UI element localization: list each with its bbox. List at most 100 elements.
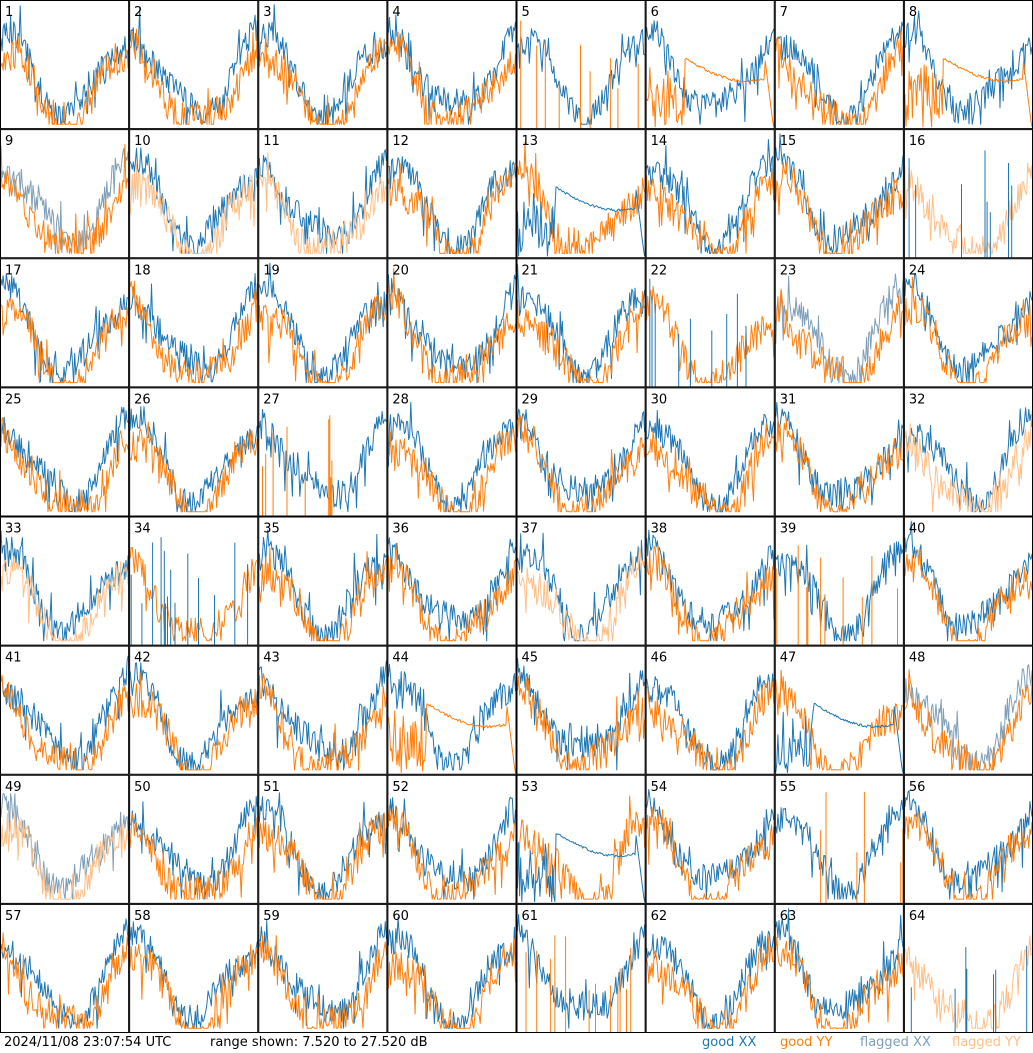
panel-47: 47	[774, 645, 904, 775]
panel-32-xx-line	[904, 407, 1033, 513]
panel-37-traces	[517, 532, 646, 642]
panel-45-label: 45	[522, 651, 539, 666]
panel-22-yy-line	[646, 285, 775, 384]
panel-41-traces	[0, 655, 129, 771]
panel-36-yy-line	[387, 543, 516, 642]
panel-52: 52	[387, 774, 517, 904]
panel-1-border	[0, 0, 130, 130]
panel-55: 55	[774, 774, 904, 904]
panel-40-xx-line	[904, 520, 1033, 642]
panel-33-xx-line	[0, 530, 129, 642]
panel-50-xx-line	[129, 796, 258, 900]
panel-50-border	[129, 774, 259, 904]
panel-31-yy-line	[775, 417, 904, 513]
panel-13-xx-line	[517, 186, 646, 257]
panel-33-label: 33	[5, 522, 22, 537]
panel-4-label: 4	[392, 5, 400, 20]
panel-21: 21	[516, 258, 646, 388]
panel-35-yy-line	[258, 547, 387, 642]
panel-3-yy-line	[258, 32, 387, 125]
panel-64-yy-line	[904, 935, 1033, 1029]
panel-12-traces	[387, 156, 516, 254]
panel-31-traces	[775, 402, 904, 513]
panel-56-label: 56	[909, 780, 926, 795]
panel-42: 42	[129, 645, 259, 775]
panel-32-yy-line	[904, 411, 1033, 513]
panel-18-border	[129, 258, 259, 388]
panel-62-label: 62	[651, 909, 668, 924]
panel-53: 53	[516, 774, 646, 904]
panel-4-yy-line	[387, 31, 516, 125]
panel-35-traces	[258, 529, 387, 642]
panel-28-traces	[387, 401, 516, 513]
panel-63-xx-line	[775, 908, 904, 1029]
panel-18: 18	[129, 258, 259, 388]
panel-19-border	[258, 258, 388, 388]
panel-37-xx-line	[517, 532, 646, 642]
panel-38-label: 38	[651, 522, 668, 537]
panel-55-border	[774, 774, 904, 904]
panel-2-traces	[129, 7, 258, 125]
panel-35: 35	[258, 516, 388, 646]
panel-9: 9	[0, 129, 130, 259]
panel-58-yy-line	[129, 943, 258, 1029]
panel-37-border	[516, 516, 646, 646]
panel-23-traces	[775, 273, 904, 384]
panel-59-yy-line	[258, 934, 387, 1029]
panel-53-border	[516, 774, 646, 904]
panel-57-border	[0, 903, 130, 1033]
panel-41-yy-line	[0, 674, 129, 771]
panel-58-traces	[129, 921, 258, 1029]
panel-16-traces	[904, 150, 1033, 258]
panel-20: 20	[387, 258, 517, 388]
panel-24-xx-line	[904, 272, 1033, 384]
panel-45: 45	[516, 645, 646, 775]
panel-30-xx-line	[646, 410, 775, 513]
panel-49-label: 49	[5, 780, 22, 795]
panel-48-traces	[904, 664, 1033, 771]
panel-48-label: 48	[909, 651, 926, 666]
panel-15: 15	[774, 129, 904, 259]
panel-14-traces	[646, 139, 775, 254]
panel-17-traces	[0, 273, 129, 384]
panel-6-border	[645, 0, 775, 130]
panel-33: 33	[0, 516, 130, 646]
panel-60-traces	[387, 916, 516, 1029]
panel-61-border	[516, 903, 646, 1033]
panel-40: 40	[903, 516, 1033, 646]
panel-8-xx-line	[904, 10, 1033, 125]
panel-32-traces	[904, 407, 1033, 513]
panel-19-label: 19	[263, 263, 280, 278]
panel-39-traces	[775, 541, 904, 645]
panel-64-xx-spikes	[910, 945, 1028, 1032]
panel-45-yy-line	[517, 675, 646, 771]
panel-59-xx-line	[258, 920, 387, 1029]
panel-12-yy-line	[387, 163, 516, 254]
panel-20-xx-line	[387, 274, 516, 384]
panel-58: 58	[129, 903, 259, 1033]
panel-59-border	[258, 903, 388, 1033]
panel-7: 7	[774, 0, 904, 130]
panel-63-yy-line	[775, 936, 904, 1029]
panel-61-yy-spikes	[525, 935, 632, 1032]
panel-36-xx-line	[387, 537, 516, 642]
panel-29-xx-line	[517, 408, 646, 513]
panel-24: 24	[903, 258, 1033, 388]
panel-1-traces	[0, 5, 129, 125]
panel-25-traces	[0, 406, 129, 513]
panel-50-yy-line	[129, 813, 258, 900]
panel-4: 4	[387, 0, 517, 130]
panel-52-border	[387, 774, 517, 904]
panel-39-yy-spikes	[776, 545, 898, 645]
panel-49: 49	[0, 774, 130, 904]
panel-37: 37	[516, 516, 646, 646]
panel-61-traces	[517, 914, 646, 1032]
panel-17: 17	[0, 258, 130, 388]
panel-36-traces	[387, 537, 516, 642]
panel-61: 61	[516, 903, 646, 1033]
panel-43-border	[258, 645, 388, 775]
panel-4-border	[387, 0, 517, 130]
panel-58-label: 58	[134, 909, 151, 924]
panel-51: 51	[258, 774, 388, 904]
panel-38-yy-line	[646, 545, 775, 642]
